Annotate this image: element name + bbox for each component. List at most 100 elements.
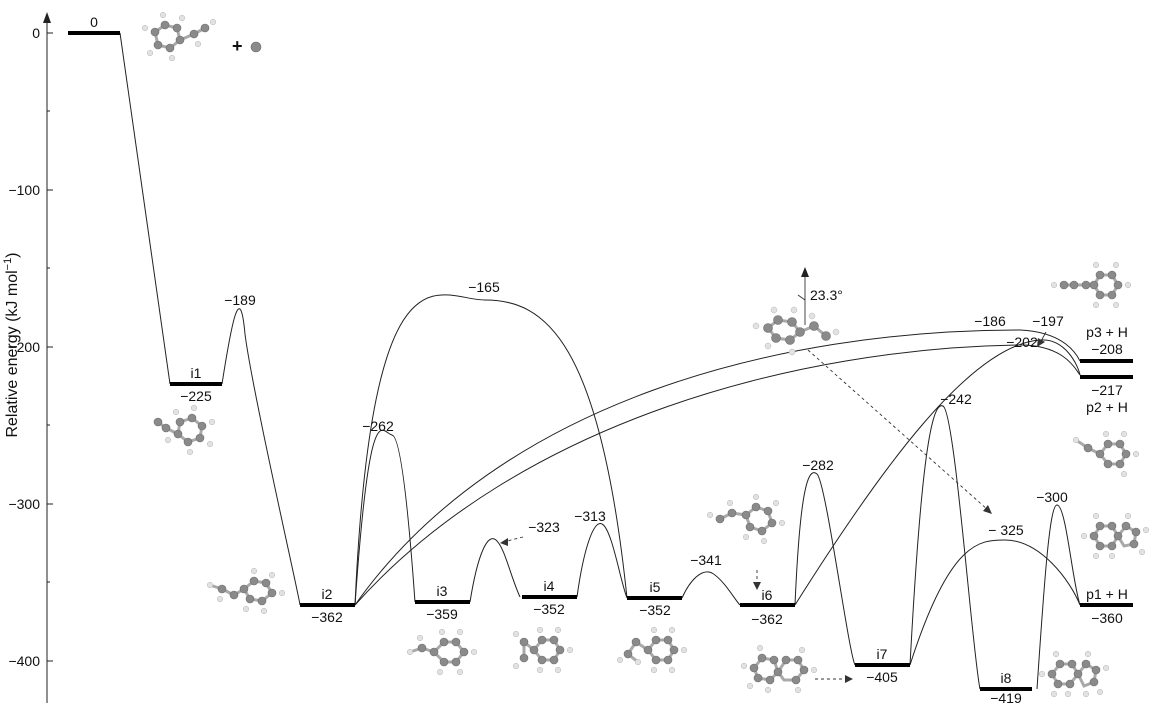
name-label-i5: i5 [650, 579, 661, 595]
circle [168, 54, 176, 62]
polygon [431, 640, 466, 664]
y-axis: 0 −100 −200 −300 −400 Relative energy (k… [2, 12, 53, 703]
y-tick-label-400: −400 [8, 653, 40, 669]
circle [519, 637, 529, 647]
ts-label-i2-p3: −186 [974, 313, 1006, 329]
energy-label-p3: −208 [1091, 341, 1123, 357]
circle [1095, 270, 1105, 280]
circle [439, 637, 449, 647]
path-i2-p3 [354, 329, 1081, 606]
reactant-plus: + [232, 36, 243, 56]
circle [187, 413, 197, 423]
circle [536, 626, 544, 634]
circle [438, 628, 446, 636]
circle [566, 646, 574, 654]
ts-label-i8-p1: −300 [1036, 489, 1068, 505]
name-label-i6: i6 [762, 587, 773, 603]
y-tick-label-0: 0 [32, 25, 40, 41]
circle [189, 29, 199, 39]
energy-label-p1: −360 [1091, 610, 1123, 626]
circle [1092, 301, 1100, 309]
circle [1113, 280, 1123, 290]
angle-arc [797, 294, 806, 301]
circle [651, 635, 661, 645]
reaction-paths [119, 32, 1081, 690]
circle [470, 648, 478, 656]
ts-label-i1-i2: −189 [224, 292, 256, 308]
circle [1065, 679, 1075, 689]
circle [770, 306, 778, 314]
circle [1115, 459, 1125, 469]
circle [549, 635, 559, 645]
circle [773, 667, 783, 677]
circle [740, 662, 748, 670]
circle [173, 429, 183, 439]
circle [1142, 526, 1150, 534]
circle [536, 666, 544, 674]
circle [663, 655, 673, 665]
circle [741, 510, 751, 520]
circle [1091, 665, 1101, 675]
circle [798, 646, 806, 654]
circle [1053, 679, 1063, 689]
circle [650, 626, 658, 634]
circle [715, 514, 725, 524]
path-i3-i4 [469, 538, 521, 603]
circle [793, 655, 803, 665]
molecule-reactant [141, 11, 217, 62]
circle [257, 596, 267, 606]
circle [416, 634, 424, 642]
circle [206, 440, 214, 448]
circle [1102, 664, 1110, 672]
circle [160, 20, 170, 30]
circle [727, 508, 737, 518]
circle [406, 648, 414, 656]
circle [217, 584, 227, 594]
circle [753, 673, 763, 683]
molecule-i2 [206, 567, 286, 615]
ts-label-i6-i7: −282 [802, 457, 834, 473]
circle [1112, 301, 1120, 309]
circle [745, 522, 755, 532]
circle [1129, 539, 1139, 549]
circle [1113, 531, 1123, 541]
path-i4-i5 [576, 523, 628, 599]
circle [194, 40, 202, 48]
circle [1095, 521, 1105, 531]
name-label-i3: i3 [437, 583, 448, 599]
circle [764, 342, 772, 350]
circle [456, 668, 464, 676]
circle [451, 637, 461, 647]
arrowhead [753, 582, 761, 590]
circle [1064, 690, 1072, 698]
molecule-i7 [740, 644, 818, 694]
circle [459, 647, 469, 657]
circle [1038, 670, 1046, 678]
circle [245, 594, 255, 604]
circle [267, 588, 277, 598]
circle [190, 404, 198, 412]
angle-label: 23.3° [810, 287, 843, 303]
circle [261, 578, 271, 588]
pointer-arrows: 23.3° [500, 267, 1047, 683]
circle [555, 645, 565, 655]
circle [809, 321, 819, 331]
ptr-angle-to-ts325 [807, 349, 989, 511]
circle [1112, 261, 1120, 269]
ts-label-i4-i5: −313 [574, 508, 606, 524]
level-labels: 0 i1 −225 i2 −362 i3 −359 i4 −352 i5 −35… [90, 14, 1128, 705]
circle [749, 663, 759, 673]
circle [763, 506, 773, 516]
circle [1095, 290, 1105, 300]
path-i2-i5 [354, 294, 628, 606]
circle [175, 417, 185, 427]
molecule-p3 [1050, 261, 1132, 309]
circle [250, 567, 258, 575]
circle [742, 533, 750, 541]
molecule-i5 [616, 626, 688, 674]
circle [634, 658, 642, 666]
circle [785, 335, 795, 345]
y-tick-label-300: −300 [8, 496, 40, 512]
circle [706, 511, 714, 519]
circle [554, 666, 562, 674]
